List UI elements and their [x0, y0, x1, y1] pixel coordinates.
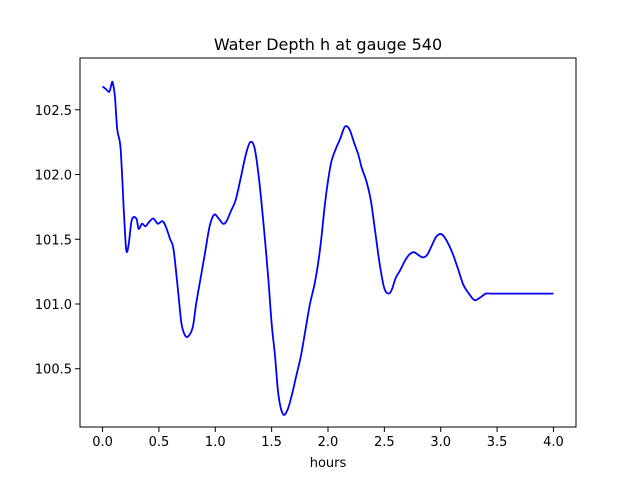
x-axis-label: hours	[310, 456, 347, 471]
chart-title: Water Depth h at gauge 540	[214, 35, 442, 54]
x-tick-label: 3.0	[430, 435, 451, 450]
x-axis: 0.0 0.5 1.0 1.5 2.0 2.5 3.0 3.5 4.0	[92, 427, 564, 450]
y-tick-label: 100.5	[35, 363, 72, 378]
x-tick-label: 2.0	[318, 435, 339, 450]
x-tick-label: 0.5	[149, 435, 170, 450]
x-tick-label: 4.0	[543, 435, 564, 450]
y-tick-label: 101.0	[35, 298, 72, 313]
series-line	[101, 80, 554, 416]
series-layer	[101, 80, 554, 416]
y-tick-label: 101.5	[35, 233, 72, 248]
x-tick-label: 3.5	[487, 435, 508, 450]
y-tick-label: 102.5	[35, 104, 72, 119]
x-tick-label: 1.5	[261, 435, 282, 450]
axes-frame	[79, 57, 577, 428]
y-axis: 100.5 101.0 101.5 102.0 102.5	[35, 104, 80, 378]
x-tick-label: 2.5	[374, 435, 395, 450]
x-tick-label: 1.0	[205, 435, 226, 450]
y-tick-label: 102.0	[35, 169, 72, 184]
plot-area	[79, 57, 577, 428]
x-tick-label: 0.0	[92, 435, 113, 450]
